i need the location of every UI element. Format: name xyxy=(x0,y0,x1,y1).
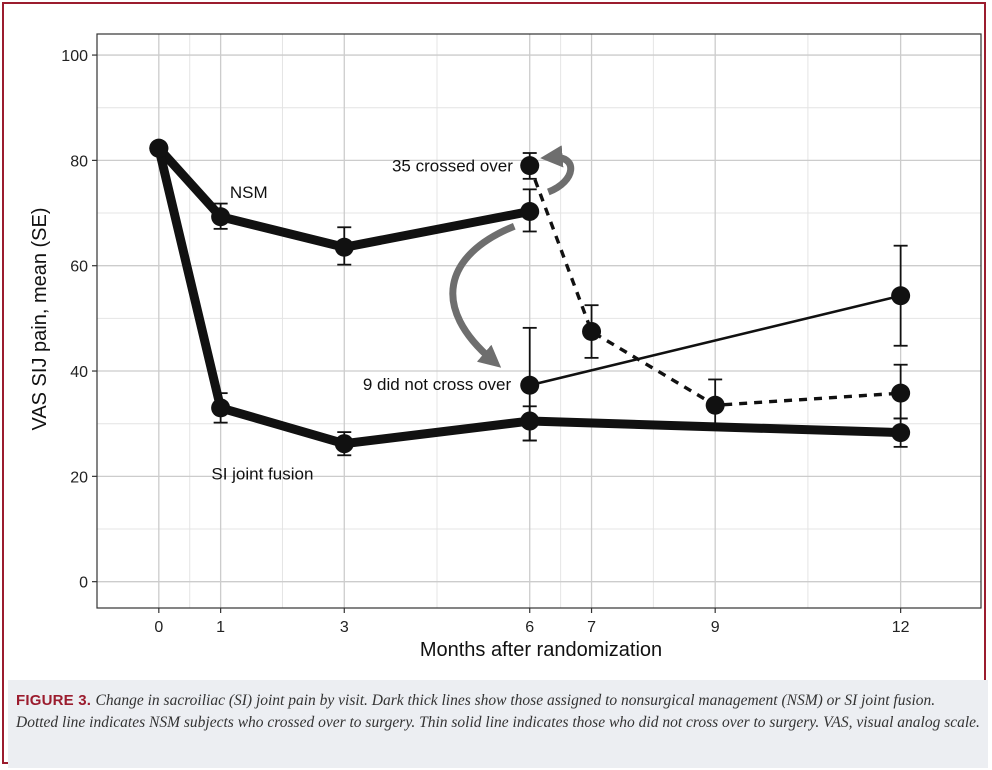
x-tick-label: 0 xyxy=(154,619,163,636)
data-point-crossed xyxy=(582,322,602,342)
data-point-crossed xyxy=(705,395,725,415)
caption-text: Change in sacroiliac (SI) joint pain by … xyxy=(16,692,980,731)
x-axis-label: Months after randomization xyxy=(420,639,662,661)
annotation-label: NSM xyxy=(230,183,268,202)
y-tick-label: 100 xyxy=(61,48,88,65)
series-line-nsm xyxy=(154,143,535,252)
data-point-nsm xyxy=(520,201,540,221)
data-point-fusion xyxy=(520,411,540,431)
data-point-crossed xyxy=(520,156,540,176)
y-tick-label: 0 xyxy=(79,575,88,592)
chart: 0 20 40 60 80 100 0 1 3 6 7 9 12 Months after randomi… xyxy=(29,33,982,661)
annotation-label: SI joint fusion xyxy=(211,465,313,484)
data-point-fusion xyxy=(891,423,911,443)
x-tick-label: 1 xyxy=(216,619,225,636)
data-point-crossed xyxy=(891,383,911,403)
x-tick-label: 7 xyxy=(587,619,596,636)
plot-border xyxy=(96,33,982,609)
annotation-label: 35 crossed over xyxy=(392,157,513,176)
x-tick-label: 12 xyxy=(892,619,910,636)
y-axis-label: VAS SIJ pain, mean (SE) xyxy=(29,207,51,430)
crossover-arrow xyxy=(540,145,575,196)
x-tick-label: 9 xyxy=(711,619,720,636)
series-line-not_crossed xyxy=(528,294,902,387)
no-crossover-arrow xyxy=(449,222,516,368)
x-tick-label: 3 xyxy=(340,619,349,636)
data-point-fusion xyxy=(149,138,169,158)
figure-caption: FIGURE 3. Change in sacroiliac (SI) join… xyxy=(8,680,988,768)
data-point-nsm xyxy=(334,237,354,257)
plot-panel xyxy=(97,34,981,608)
y-tick-label: 40 xyxy=(70,364,88,381)
caption-label: FIGURE 3. xyxy=(16,692,96,709)
data-point-fusion xyxy=(211,398,231,418)
data-point-not_crossed xyxy=(891,286,911,306)
data-point-nsm xyxy=(211,207,231,227)
x-tick-label: 6 xyxy=(525,619,534,636)
y-tick-label: 60 xyxy=(70,259,88,276)
y-tick-label: 80 xyxy=(70,153,88,170)
data-point-not_crossed xyxy=(520,375,540,395)
y-tick-label: 20 xyxy=(70,469,88,486)
data-point-fusion xyxy=(334,434,354,454)
annotation-label: 9 did not cross over xyxy=(363,375,512,394)
